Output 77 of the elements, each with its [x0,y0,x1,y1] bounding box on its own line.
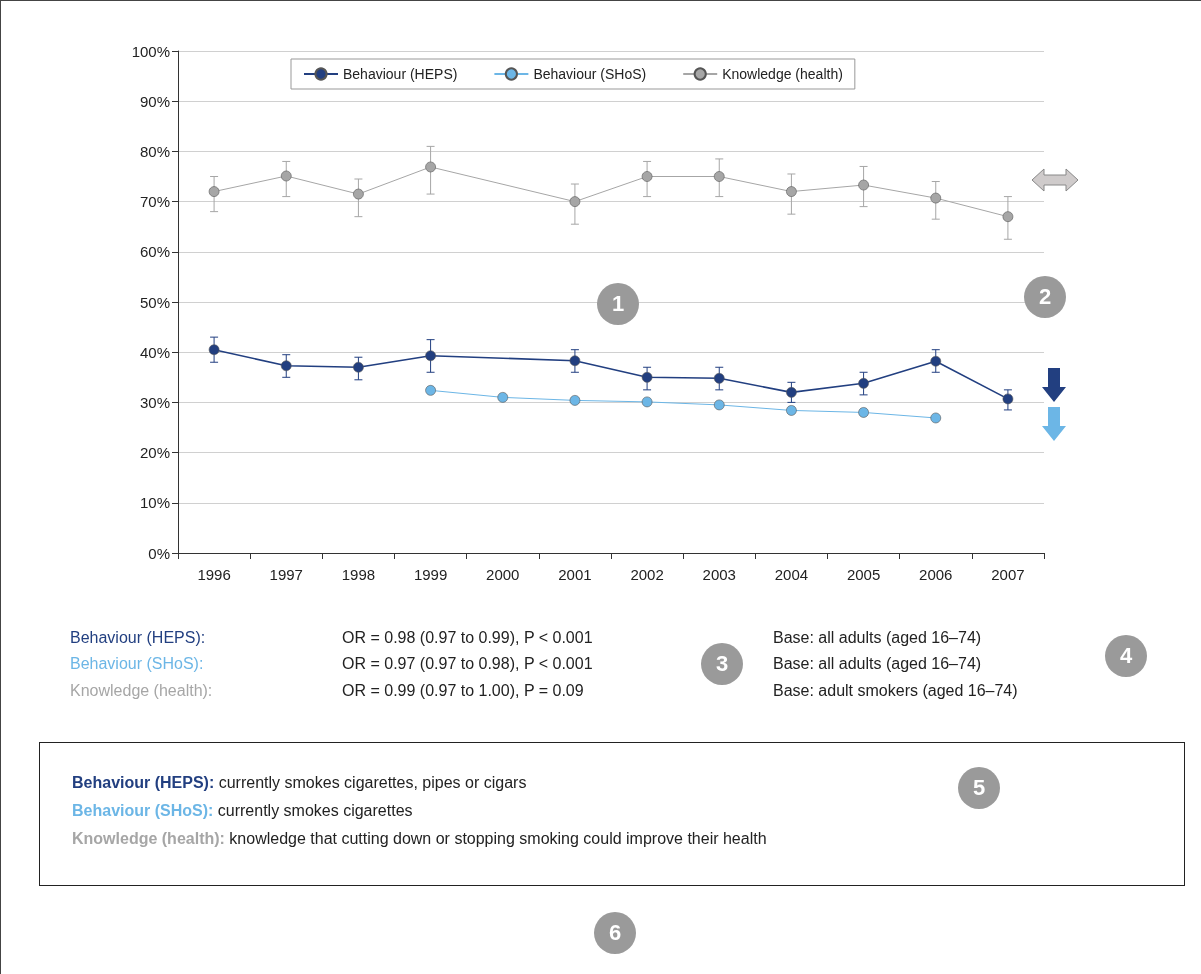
point [930,355,942,367]
text: OR = 0.98 (0.97 to 0.99), P < 0.001 [342,629,593,647]
y-tick-label: 50% [139,293,170,311]
legend-label: Knowledge (health) [722,66,843,82]
y-tick-label: 10% [139,494,170,512]
x-tick-label: 1999 [413,566,448,583]
y-tick-label: 70% [139,193,170,211]
y-tick-label: 100% [131,42,170,60]
x-tick-label: 2005 [846,566,881,583]
text: currently smokes cigarettes, pipes or cigars [218,774,527,791]
y-tick-label: 0% [148,544,170,562]
point [1002,393,1014,405]
point [353,188,364,200]
point [786,186,797,197]
point [858,407,869,418]
point [786,405,797,416]
x-tick-label: 2007 [991,566,1025,583]
x-tick-label: 2003 [702,566,736,583]
point [425,161,436,173]
point [713,171,725,182]
legend-label: Behaviour (HEPS) [343,66,458,82]
x-tick-label: 2004 [774,566,809,583]
text: knowledge that cutting down or stopping smoking could improve their health [229,830,767,847]
text: currently smokes cigarettes [217,802,413,819]
x-tick-label: 2000 [486,566,520,583]
point [786,387,797,398]
text: Knowledge (health): [70,682,213,700]
y-tick-label: 40% [139,343,170,361]
text: Knowledge (health): [72,830,225,847]
point [1002,211,1014,222]
text: 5 [958,767,1000,809]
point [425,350,436,362]
text: OR = 0.99 (0.97 to 1.00), P = 0.09 [342,682,584,700]
text: Behaviour (SHoS): [72,802,214,819]
x-tick-label: 2002 [630,566,664,583]
text: Base: all adults (aged 16–74) [773,629,982,647]
point [425,385,436,396]
point [208,186,220,197]
x-tick-label: 2001 [558,566,592,583]
text: 6 [594,912,636,954]
x-tick-label: 1998 [341,566,376,583]
point [713,373,725,384]
point [569,196,581,207]
annotation: 2 [1024,276,1066,318]
text: OR = 0.97 (0.97 to 0.98), P < 0.001 [342,655,593,673]
point [858,378,869,389]
point [858,179,869,191]
y-tick-label: 80% [139,142,170,160]
y-tick-label: 90% [139,92,170,110]
y-tick-label: 30% [139,393,170,411]
annotation: 1 [597,283,639,325]
point [569,395,581,406]
legend-label: Behaviour (SHoS) [533,66,647,82]
point [280,360,292,372]
text: Base: all adults (aged 16–74) [773,655,982,673]
x-tick-label: 1997 [269,566,303,583]
text: Behaviour (HEPS): [70,629,206,647]
point [713,399,725,411]
point [497,392,509,403]
point [641,372,653,383]
text: 3 [701,643,743,685]
text: Base: adult smokers (aged 16–74) [773,682,1018,700]
point [353,361,364,373]
text: 4 [1105,635,1147,677]
point [280,170,292,182]
text: Behaviour (SHoS): [70,655,204,673]
point [641,171,653,182]
y-tick-label: 60% [139,243,170,261]
y-tick-label: 20% [139,444,170,462]
point [208,344,220,355]
point [641,396,653,408]
x-tick-label: 1996 [197,566,231,583]
point [569,355,581,367]
text: Behaviour (HEPS): [72,774,215,791]
point [930,192,942,204]
point [930,412,942,424]
x-tick-label: 2006 [919,566,953,583]
